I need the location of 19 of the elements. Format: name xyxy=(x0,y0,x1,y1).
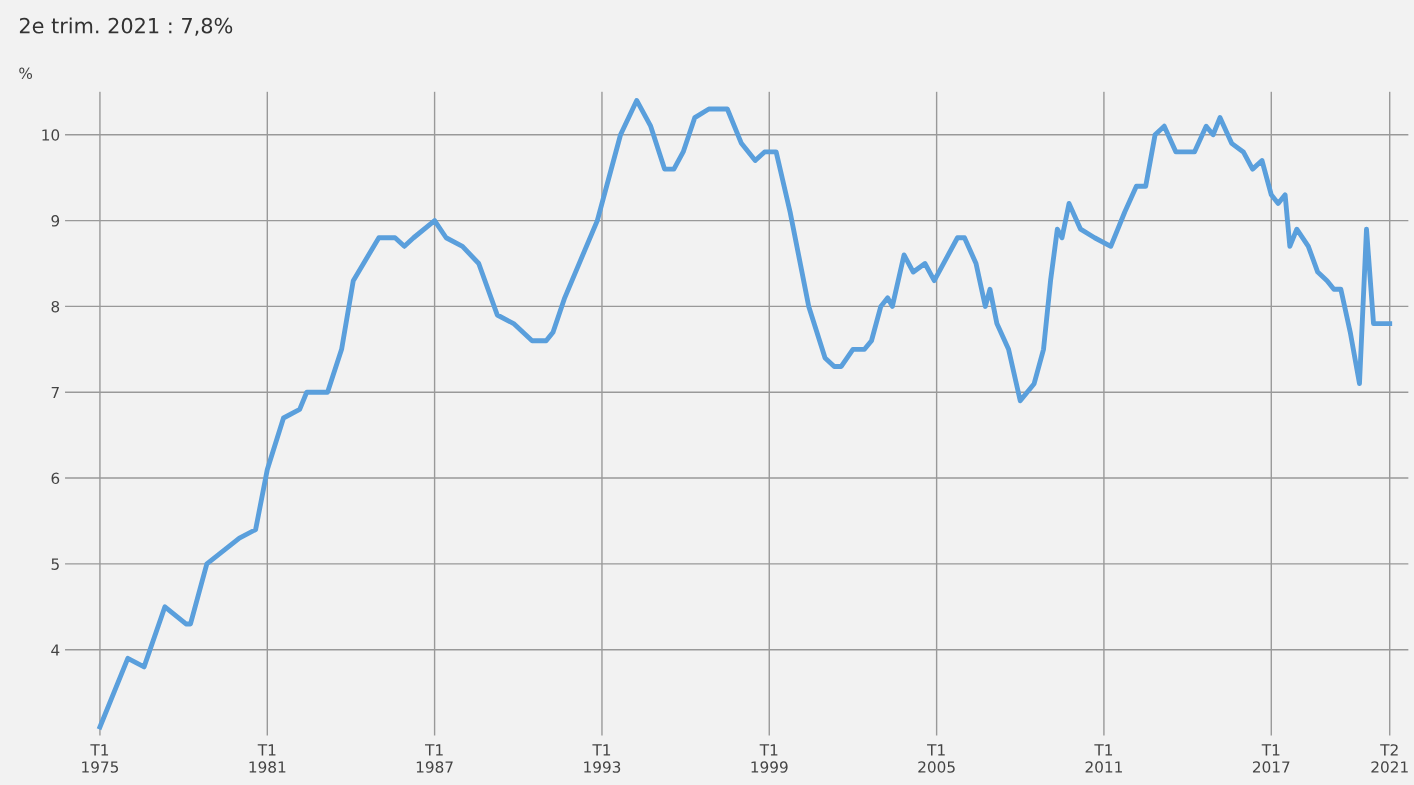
x-tick-label: T2 2021 xyxy=(1371,744,1408,773)
y-tick-label: 7 xyxy=(51,386,59,399)
y-tick-label: 6 xyxy=(51,472,60,485)
y-tick-label: 5 xyxy=(51,558,59,570)
y-tick-label: 10 xyxy=(42,129,60,141)
x-tick-label: T1 1999 xyxy=(751,744,788,773)
y-tick-label: 4 xyxy=(51,644,60,656)
x-tick-label: T1 1975 xyxy=(82,744,119,773)
chart-title: 2e trim. 2021 : 7,8% xyxy=(19,17,233,36)
y-tick-label: 9 xyxy=(51,215,60,227)
y-tick-label: 8 xyxy=(51,300,60,313)
x-tick-label: T1 2017 xyxy=(1252,744,1290,773)
x-tick-label: T1 1981 xyxy=(249,744,286,773)
x-tick-label: T1 2011 xyxy=(1085,744,1122,773)
x-tick-label: T1 1993 xyxy=(584,744,621,773)
x-tick-label: T1 1987 xyxy=(416,744,453,773)
x-tick-label: T1 2005 xyxy=(918,744,955,773)
line-series xyxy=(97,98,1393,730)
y-axis-title: % xyxy=(19,67,33,80)
